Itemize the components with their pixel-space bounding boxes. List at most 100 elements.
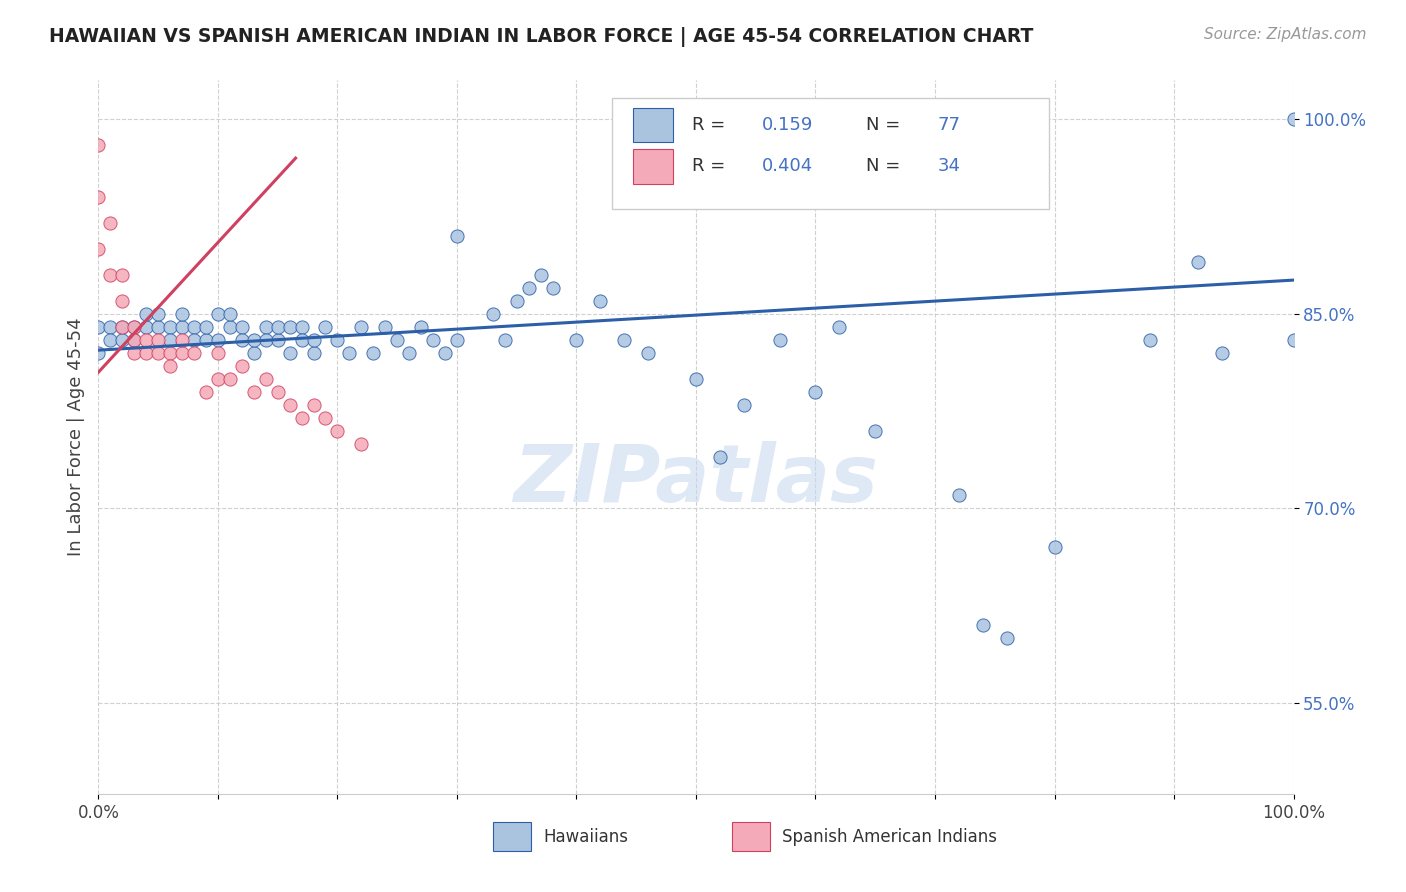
Point	[733, 398, 755, 412]
Point	[254, 319, 277, 334]
Point	[254, 333, 277, 347]
Point	[422, 333, 444, 347]
FancyBboxPatch shape	[494, 822, 531, 851]
Point	[87, 319, 110, 334]
Text: N =: N =	[866, 157, 905, 175]
Point	[1043, 541, 1066, 555]
Point	[135, 345, 157, 359]
Point	[972, 618, 994, 632]
Point	[219, 372, 242, 386]
Point	[398, 345, 420, 359]
Point	[315, 410, 337, 425]
Point	[148, 319, 170, 334]
Point	[350, 436, 373, 450]
Point	[302, 333, 325, 347]
Point	[207, 307, 229, 321]
Point	[195, 333, 218, 347]
Point	[111, 293, 134, 308]
Point	[267, 333, 290, 347]
Point	[111, 319, 134, 334]
Point	[183, 319, 205, 334]
Point	[446, 229, 468, 244]
Point	[172, 345, 194, 359]
Point	[124, 333, 146, 347]
Point	[87, 138, 110, 153]
Point	[135, 307, 157, 321]
Point	[267, 384, 290, 399]
FancyBboxPatch shape	[613, 98, 1049, 209]
Point	[87, 345, 110, 359]
Point	[339, 345, 361, 359]
Point	[530, 268, 553, 282]
Point	[291, 410, 314, 425]
Point	[302, 345, 325, 359]
Text: HAWAIIAN VS SPANISH AMERICAN INDIAN IN LABOR FORCE | AGE 45-54 CORRELATION CHART: HAWAIIAN VS SPANISH AMERICAN INDIAN IN L…	[49, 27, 1033, 46]
Point	[278, 319, 301, 334]
Point	[517, 281, 540, 295]
Text: 0.159: 0.159	[762, 116, 813, 134]
Point	[98, 319, 122, 334]
Point	[243, 333, 266, 347]
Point	[195, 384, 218, 399]
Point	[207, 372, 229, 386]
Text: R =: R =	[692, 116, 731, 134]
Point	[804, 384, 827, 399]
Point	[172, 307, 194, 321]
Point	[243, 345, 266, 359]
Point	[291, 333, 314, 347]
Point	[254, 372, 277, 386]
Point	[363, 345, 385, 359]
Text: 0.404: 0.404	[762, 157, 813, 175]
Text: R =: R =	[692, 157, 731, 175]
Point	[111, 333, 134, 347]
Point	[148, 307, 170, 321]
Point	[1139, 333, 1161, 347]
Point	[172, 319, 194, 334]
Text: Spanish American Indians: Spanish American Indians	[782, 828, 997, 846]
Point	[124, 333, 146, 347]
Point	[111, 319, 134, 334]
Point	[159, 333, 181, 347]
FancyBboxPatch shape	[633, 150, 673, 184]
Point	[219, 319, 242, 334]
Point	[278, 345, 301, 359]
Point	[948, 488, 970, 502]
Point	[374, 319, 396, 334]
Point	[315, 319, 337, 334]
Point	[434, 345, 457, 359]
Text: 77: 77	[938, 116, 960, 134]
Point	[326, 333, 349, 347]
Point	[865, 424, 887, 438]
Point	[159, 359, 181, 373]
Point	[326, 424, 349, 438]
Point	[411, 319, 433, 334]
Text: 34: 34	[938, 157, 960, 175]
Text: Hawaiians: Hawaiians	[543, 828, 628, 846]
Point	[1187, 255, 1209, 269]
Point	[1282, 333, 1305, 347]
FancyBboxPatch shape	[633, 108, 673, 143]
Point	[183, 333, 205, 347]
Point	[98, 268, 122, 282]
Point	[148, 345, 170, 359]
Point	[494, 333, 516, 347]
Point	[111, 268, 134, 282]
Point	[98, 333, 122, 347]
Point	[195, 319, 218, 334]
Y-axis label: In Labor Force | Age 45-54: In Labor Force | Age 45-54	[66, 318, 84, 557]
FancyBboxPatch shape	[733, 822, 770, 851]
Point	[124, 345, 146, 359]
Point	[243, 384, 266, 399]
Point	[124, 319, 146, 334]
Point	[302, 398, 325, 412]
Point	[231, 333, 253, 347]
Point	[613, 333, 636, 347]
Point	[481, 307, 505, 321]
Point	[350, 319, 373, 334]
Point	[278, 398, 301, 412]
Text: N =: N =	[866, 116, 905, 134]
Point	[291, 319, 314, 334]
Point	[1282, 112, 1305, 127]
Point	[995, 631, 1018, 645]
Point	[709, 450, 731, 464]
